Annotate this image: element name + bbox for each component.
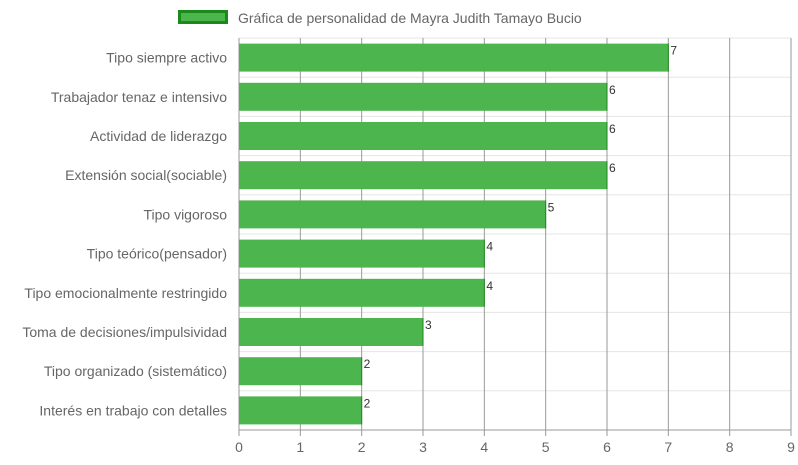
legend-swatch <box>178 10 228 24</box>
bar[interactable] <box>239 82 607 111</box>
bar[interactable] <box>239 200 546 229</box>
data-label: 2 <box>364 357 371 371</box>
legend-label: Gráfica de personalidad de Mayra Judith … <box>238 10 582 26</box>
category-label: Interés en trabajo con detalles <box>39 402 227 418</box>
x-tick-label: 1 <box>296 439 304 455</box>
legend[interactable]: Gráfica de personalidad de Mayra Judith … <box>0 9 798 29</box>
data-label: 4 <box>486 279 493 293</box>
category-label: Tipo organizado (sistemático) <box>44 363 227 379</box>
x-tick-label: 5 <box>542 439 550 455</box>
category-label: Extensión social(sociable) <box>65 167 227 183</box>
bar[interactable] <box>239 278 485 307</box>
bar[interactable] <box>239 396 362 425</box>
data-label: 6 <box>609 83 616 97</box>
x-tick-label: 6 <box>603 439 611 455</box>
bars <box>239 43 669 425</box>
category-label: Tipo siempre activo <box>106 50 227 66</box>
data-label: 3 <box>425 318 432 332</box>
bar[interactable] <box>239 43 669 72</box>
x-tick-label: 9 <box>787 439 795 455</box>
x-tick-label: 7 <box>664 439 672 455</box>
data-label: 6 <box>609 161 616 175</box>
x-tick-label: 3 <box>419 439 427 455</box>
category-label: Tipo teórico(pensador) <box>87 246 227 262</box>
labels: 0 1 2 3 4 5 6 7 8 9 Tipo siempre activo 7 Trabajador… <box>22 44 795 455</box>
category-label: Trabajador tenaz e intensivo <box>51 89 227 105</box>
category-label: Toma de decisiones/impulsividad <box>22 324 227 340</box>
bar[interactable] <box>239 122 607 150</box>
bar[interactable] <box>239 239 485 268</box>
category-label: Tipo emocionalmente restringido <box>24 285 227 301</box>
bar[interactable] <box>239 357 362 386</box>
x-tick-label: 0 <box>235 439 243 455</box>
data-label: 2 <box>364 396 371 410</box>
bar[interactable] <box>239 318 423 346</box>
data-label: 6 <box>609 122 616 136</box>
x-tick-label: 8 <box>726 439 734 455</box>
data-label: 4 <box>486 240 493 254</box>
data-label: 5 <box>548 200 555 214</box>
x-tick-label: 4 <box>480 439 488 455</box>
x-tick-label: 2 <box>358 439 366 455</box>
bar[interactable] <box>239 161 607 190</box>
category-label: Tipo vigoroso <box>143 206 227 222</box>
category-label: Actividad de liderazgo <box>90 128 227 144</box>
data-label: 7 <box>670 44 677 58</box>
